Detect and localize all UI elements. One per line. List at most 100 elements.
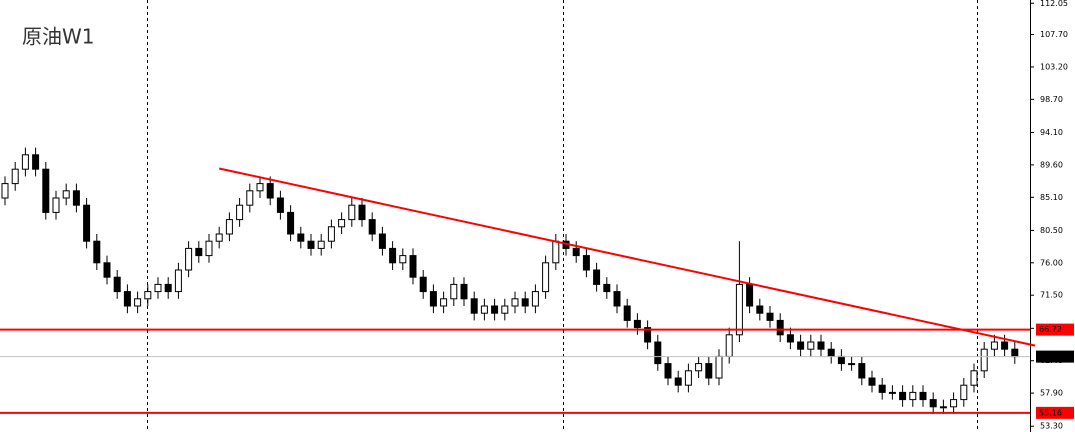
candle-body — [552, 240, 560, 264]
candle-body — [236, 204, 244, 221]
candle-body — [276, 197, 284, 213]
candle-body — [338, 219, 346, 228]
candle-body — [511, 298, 519, 307]
candle-body — [1001, 341, 1009, 350]
candle-body — [11, 168, 19, 185]
candle-body — [735, 283, 743, 336]
candle-body — [103, 262, 111, 278]
price-label: 55.16 — [1039, 408, 1062, 417]
candle-body — [827, 348, 835, 357]
price-label-box — [1036, 323, 1074, 336]
candle-body — [440, 298, 448, 307]
y-tick-label: 76.00 — [1040, 258, 1063, 267]
candle-body — [807, 341, 815, 350]
candle-body — [888, 391, 896, 394]
candle-body — [644, 327, 652, 343]
candle-body — [837, 355, 845, 365]
y-tick-label: 103.20 — [1040, 62, 1068, 71]
candle-body — [756, 305, 764, 314]
candle-body — [480, 305, 488, 314]
candle-body — [256, 183, 264, 192]
candle-body — [134, 298, 142, 307]
candle-body — [674, 377, 682, 386]
candle-body — [93, 240, 101, 264]
candle-body — [52, 197, 60, 213]
candle-body — [776, 319, 784, 336]
y-tick-label: 112.05 — [1040, 0, 1068, 8]
candle-body — [817, 341, 825, 350]
candle-body — [174, 269, 182, 293]
candle-body — [960, 384, 968, 401]
candle-body — [746, 283, 754, 307]
y-tick-label: 80.50 — [1040, 226, 1063, 235]
candle-body — [613, 291, 621, 307]
candle-body — [878, 384, 886, 393]
candle-body — [766, 312, 774, 321]
candle-body — [113, 276, 121, 293]
y-tick-label: 89.60 — [1040, 160, 1063, 169]
candle-body — [358, 204, 366, 221]
candle-body — [378, 233, 386, 249]
candle-body — [470, 298, 478, 314]
price-label-box — [1036, 406, 1074, 419]
candle-body — [225, 219, 233, 235]
candle-body — [684, 370, 692, 386]
y-tick-label: 53.30 — [1040, 422, 1063, 431]
candle-body — [83, 204, 91, 242]
candle-body — [929, 399, 937, 408]
candle-body — [582, 255, 590, 271]
y-tick-label: 71.50 — [1040, 291, 1063, 300]
candle-body — [919, 391, 927, 401]
candle-body — [42, 168, 50, 213]
candle-body — [348, 204, 356, 221]
candle-body — [909, 391, 917, 401]
candle-body — [531, 291, 539, 307]
candle-body — [307, 240, 315, 249]
candle-body — [72, 190, 80, 206]
candle-body — [623, 305, 631, 321]
candle-body — [603, 283, 611, 293]
candle-body — [215, 233, 223, 242]
candle-body — [654, 341, 662, 365]
candle-body — [950, 399, 958, 408]
candle-body — [1011, 348, 1019, 358]
y-tick-label: 107.70 — [1040, 30, 1068, 39]
candle-body — [32, 154, 40, 170]
y-tick-label: 85.10 — [1040, 193, 1063, 202]
candle-body — [450, 283, 458, 300]
candle-body — [297, 233, 305, 242]
candle-body — [797, 341, 805, 350]
candle-body — [858, 363, 866, 379]
candle-body — [980, 348, 988, 372]
candle-body — [389, 247, 397, 264]
candle-body — [868, 377, 876, 386]
y-tick-label: 57.90 — [1040, 389, 1063, 398]
candle-body — [195, 247, 203, 257]
candle-body — [266, 183, 274, 199]
candle-body — [715, 355, 723, 379]
candle-body — [491, 305, 499, 314]
candle-body — [185, 247, 193, 271]
candle-body — [725, 334, 733, 357]
candle-body — [409, 255, 417, 278]
candle-body — [939, 406, 947, 409]
candle-body — [327, 226, 335, 242]
candle-body — [287, 211, 295, 235]
y-tick-label: 98.70 — [1040, 95, 1063, 104]
candle-body — [1, 183, 9, 199]
candle-body — [705, 363, 713, 379]
candle-body — [144, 291, 152, 300]
candle-body — [205, 240, 213, 257]
candle-body — [429, 291, 437, 307]
candle-body — [154, 283, 162, 293]
candle-body — [419, 276, 427, 293]
candle-body — [501, 305, 509, 314]
candle-body — [848, 363, 856, 366]
candle-body — [460, 283, 468, 300]
candle-body — [246, 190, 254, 206]
candle-body — [633, 319, 641, 329]
candle-body — [899, 391, 907, 401]
candle-body — [593, 269, 601, 285]
candle-body — [695, 363, 703, 372]
